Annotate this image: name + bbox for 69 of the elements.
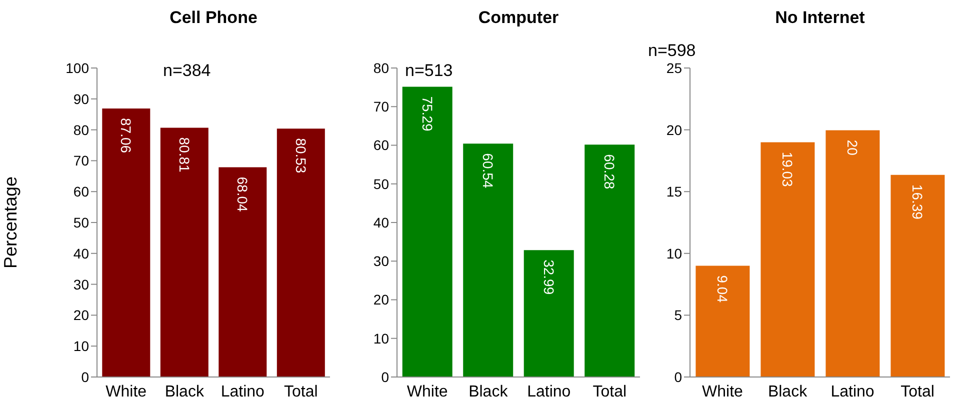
bar [584,144,636,377]
chart-title: Computer [477,8,560,28]
y-tick-label: 80 [73,122,90,138]
bar [824,129,881,377]
bar [101,107,152,377]
x-tick-label: White [406,383,448,400]
data-label: 19.03 [780,152,796,188]
annotation: n=513 [405,61,453,81]
data-label: 68.04 [234,176,251,212]
y-tick-label: 80 [373,60,390,76]
x-tick-label: Latino [527,383,571,400]
bar [694,264,751,377]
bar [276,128,326,377]
x-tick-label: Latino [830,383,874,400]
y-tick-label: 70 [73,152,90,169]
x-tick-label: Black [468,383,509,400]
bar [462,142,514,377]
bar [159,126,210,377]
x-tick-label: Total [284,383,318,400]
text: n=598 [648,41,696,61]
y-tick-label: 30 [73,276,90,292]
x-tick-label: Total [592,383,627,400]
y-tick-label: 60 [373,137,390,154]
bar [760,141,816,377]
y-tick-label: 50 [73,214,90,230]
y-tick-label: 5 [674,307,682,324]
data-label: 60.28 [602,154,618,190]
y-tick-label: 30 [373,253,390,270]
y-tick-label: 100 [66,60,90,76]
data-label: 9.04 [714,275,731,303]
y-tick-label: 25 [666,60,682,76]
y-tick-label: 20 [373,292,390,308]
data-label: 75.29 [419,96,436,132]
chart-title: Cell Phone [168,8,258,28]
x-tick-label: White [106,383,147,400]
data-label: 16.39 [910,184,926,220]
bar [218,166,268,377]
y-tick-label: 0 [381,368,390,385]
bar [522,249,575,377]
annotation: n=384 [163,61,211,81]
x-tick-label: Black [164,383,205,400]
chart-title: No Internet [774,8,866,28]
y-tick-label: 90 [73,90,90,107]
y-tick-label: 40 [73,245,90,262]
y-tick-label: 10 [373,330,390,346]
data-label: 60.54 [480,153,496,188]
x-tick-label: White [702,383,744,400]
y-tick-label: 0 [81,368,90,385]
y-axis-title: Percentage [0,176,20,269]
x-tick-label: Latino [220,383,265,400]
data-label: 32.99 [540,260,557,295]
x-tick-label: Total [900,383,934,400]
y-tick-label: 15 [666,184,682,200]
data-label: 87.06 [118,118,134,154]
x-tick-label: Black [768,383,808,400]
y-tick-label: 60 [73,184,90,200]
y-tick-label: 20 [73,307,90,324]
bar [401,86,454,377]
data-label: 80.81 [176,137,192,173]
y-tick-label: 0 [674,368,682,385]
y-tick-label: 10 [73,338,90,354]
y-tick-label: 10 [666,245,682,262]
y-tick-label: 40 [373,214,390,230]
data-label: 80.53 [292,138,309,174]
bar [890,174,946,377]
y-tick-label: 50 [373,176,390,192]
data-label: 20 [844,140,861,156]
y-tick-label: 70 [373,98,390,115]
y-tick-label: 20 [666,122,682,138]
